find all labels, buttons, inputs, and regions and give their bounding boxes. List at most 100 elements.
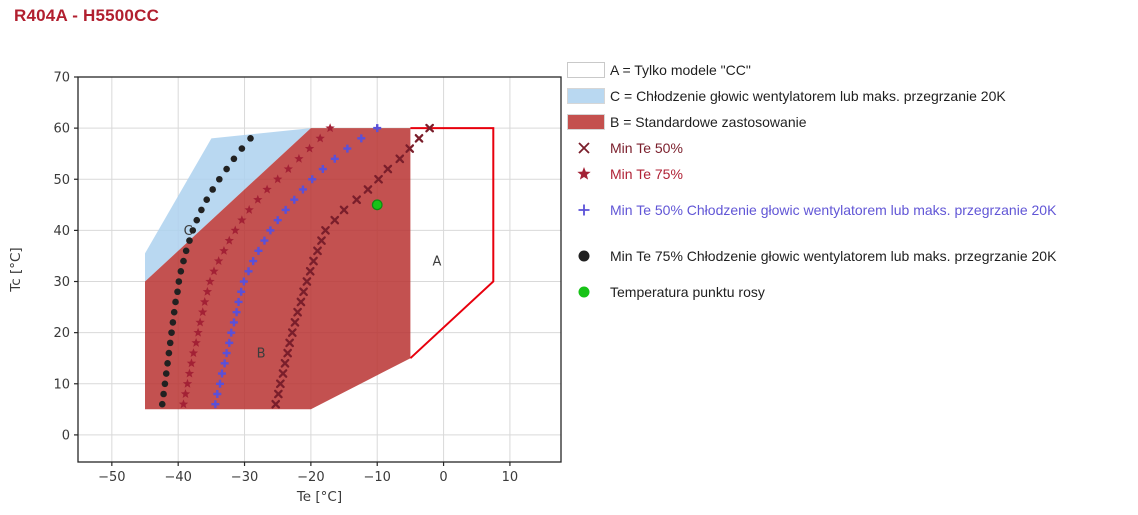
legend-label-region-a: A = Tylko modele "CC"	[610, 62, 751, 78]
marker-min_te_50_cc	[254, 246, 263, 255]
x-tick-label: 10	[502, 470, 519, 485]
marker-min_te_50_cc	[249, 257, 258, 266]
marker-min_te_50_cc	[232, 308, 241, 317]
marker-min_te_50	[285, 338, 294, 348]
marker-min_te_50_cc	[330, 154, 339, 163]
marker-min_te_75	[188, 348, 199, 358]
marker-min_te_50	[363, 185, 373, 194]
marker-min_te_50	[274, 389, 283, 399]
marker-min_te_75_cc	[182, 247, 190, 255]
region-a-label: A	[432, 255, 441, 270]
chart-title: R404A - H5500CC	[14, 6, 160, 25]
marker-min_te_50	[293, 307, 302, 317]
marker-min_te_50_cc	[266, 226, 275, 235]
marker-min_te_75_cc	[174, 288, 181, 296]
y-tick-label: 30	[53, 275, 70, 290]
marker-min_te_50	[405, 144, 415, 153]
legend-item-region-c: C = Chłodzenie głowic wentylatorem lub m…	[567, 86, 1105, 106]
marker-min_te_50_cc	[229, 318, 238, 327]
legend-label-min-te-75-cc: Min Te 75% Chłodzenie głowic wentylatore…	[610, 248, 1057, 264]
marker-min_te_50	[374, 174, 383, 184]
marker-min_te_75	[219, 245, 229, 255]
marker-min_te_75_cc	[177, 267, 185, 275]
region-b-label: B	[257, 347, 266, 362]
marker-min_te_50_cc	[211, 400, 220, 409]
marker-min_te_50_cc	[290, 195, 299, 204]
marker-min_te_75_cc	[168, 329, 175, 336]
marker-min_te_75	[294, 153, 304, 163]
legend-label-region-b: B = Standardowe zastosowanie	[610, 114, 807, 130]
marker-min_te_50_cc	[343, 144, 352, 153]
dot-marker-icon	[567, 283, 610, 301]
marker-min_te_50_cc	[225, 338, 234, 347]
marker-min_te_50_cc	[308, 175, 317, 184]
legend-label-dew-point: Temperatura punktu rosy	[610, 284, 765, 300]
marker-dew_point	[371, 199, 383, 211]
marker-min_te_75	[193, 327, 203, 337]
marker-min_te_75_cc	[223, 165, 230, 173]
envelope-plot: C B A −50 −40 −30 −20 −10 0 10 0 10 20 30 40 50 60 70 Te […	[8, 71, 562, 505]
marker-min_te_50_cc	[222, 349, 231, 358]
marker-min_te_50	[280, 358, 290, 368]
x-marker-icon	[567, 139, 610, 157]
marker-min_te_50	[302, 277, 312, 286]
marker-min_te_75	[191, 337, 201, 347]
legend-item-min-te-50-cc: Min Te 50% Chłodzenie głowic wentylatore…	[567, 190, 1105, 230]
marker-min_te_50	[321, 226, 330, 235]
marker-min_te_50_cc	[239, 277, 248, 286]
marker-min_te_50_cc	[213, 389, 222, 398]
y-axis-title: Tc [°C]	[8, 247, 24, 292]
marker-min_te_75_cc	[175, 278, 183, 285]
marker-min_te_75	[182, 378, 193, 388]
marker-min_te_75	[325, 123, 335, 133]
y-tick-label: 20	[53, 326, 70, 341]
marker-min_te_75_cc	[172, 298, 179, 306]
y-tick-label: 50	[53, 173, 70, 188]
marker-min_te_75	[202, 286, 213, 296]
marker-min_te_50_cc	[217, 369, 226, 378]
marker-min_te_50_cc	[281, 205, 290, 214]
region-c-label: C	[184, 224, 193, 239]
y-tick-label: 40	[53, 224, 70, 239]
marker-min_te_75_cc	[158, 400, 166, 408]
marker-min_te_50	[305, 266, 315, 276]
marker-min_te_50	[276, 379, 285, 389]
marker-min_te_75	[224, 235, 234, 245]
marker-min_te_50	[271, 399, 281, 409]
legend-item-min-te-75: Min Te 75%	[567, 164, 1105, 184]
marker-min_te_50	[395, 154, 405, 164]
x-tick-label: −30	[231, 470, 258, 485]
y-tick-label: 70	[53, 71, 70, 86]
marker-min_te_50_cc	[260, 236, 269, 245]
marker-min_te_75_cc	[169, 319, 177, 326]
legend-label-min-te-50: Min Te 50%	[610, 140, 683, 156]
marker-min_te_75_cc	[162, 370, 170, 377]
marker-min_te_75_cc	[161, 380, 169, 388]
marker-min_te_75	[230, 225, 240, 235]
marker-min_te_50_cc	[318, 165, 327, 174]
marker-min_te_50_cc	[237, 287, 246, 296]
marker-min_te_50	[278, 369, 288, 378]
marker-min_te_50	[283, 348, 293, 358]
marker-min_te_50	[313, 246, 322, 256]
marker-min_te_75	[195, 317, 205, 327]
marker-min_te_50_cc	[357, 134, 366, 143]
marker-min_te_75	[184, 368, 195, 378]
legend-label-min-te-50-cc: Min Te 50% Chłodzenie głowic wentylatore…	[610, 202, 1057, 218]
marker-min_te_75	[186, 358, 197, 368]
x-axis-title: Te [°C]	[296, 489, 342, 505]
marker-min_te_50_cc	[373, 124, 382, 133]
marker-min_te_50	[414, 134, 424, 143]
marker-min_te_75	[262, 184, 272, 194]
marker-min_te_75	[244, 205, 254, 214]
marker-min_te_75_cc	[164, 360, 171, 367]
legend-item-region-a: A = Tylko modele "CC"	[567, 60, 1105, 80]
legend: A = Tylko modele "CC" C = Chłodzenie głow…	[567, 60, 1105, 302]
marker-min_te_50_cc	[234, 297, 243, 306]
marker-min_te_50	[309, 256, 318, 266]
marker-min_te_75_cc	[230, 155, 238, 163]
marker-min_te_50	[330, 215, 340, 225]
marker-min_te_75_cc	[160, 390, 167, 398]
marker-min_te_75_cc	[238, 145, 246, 152]
